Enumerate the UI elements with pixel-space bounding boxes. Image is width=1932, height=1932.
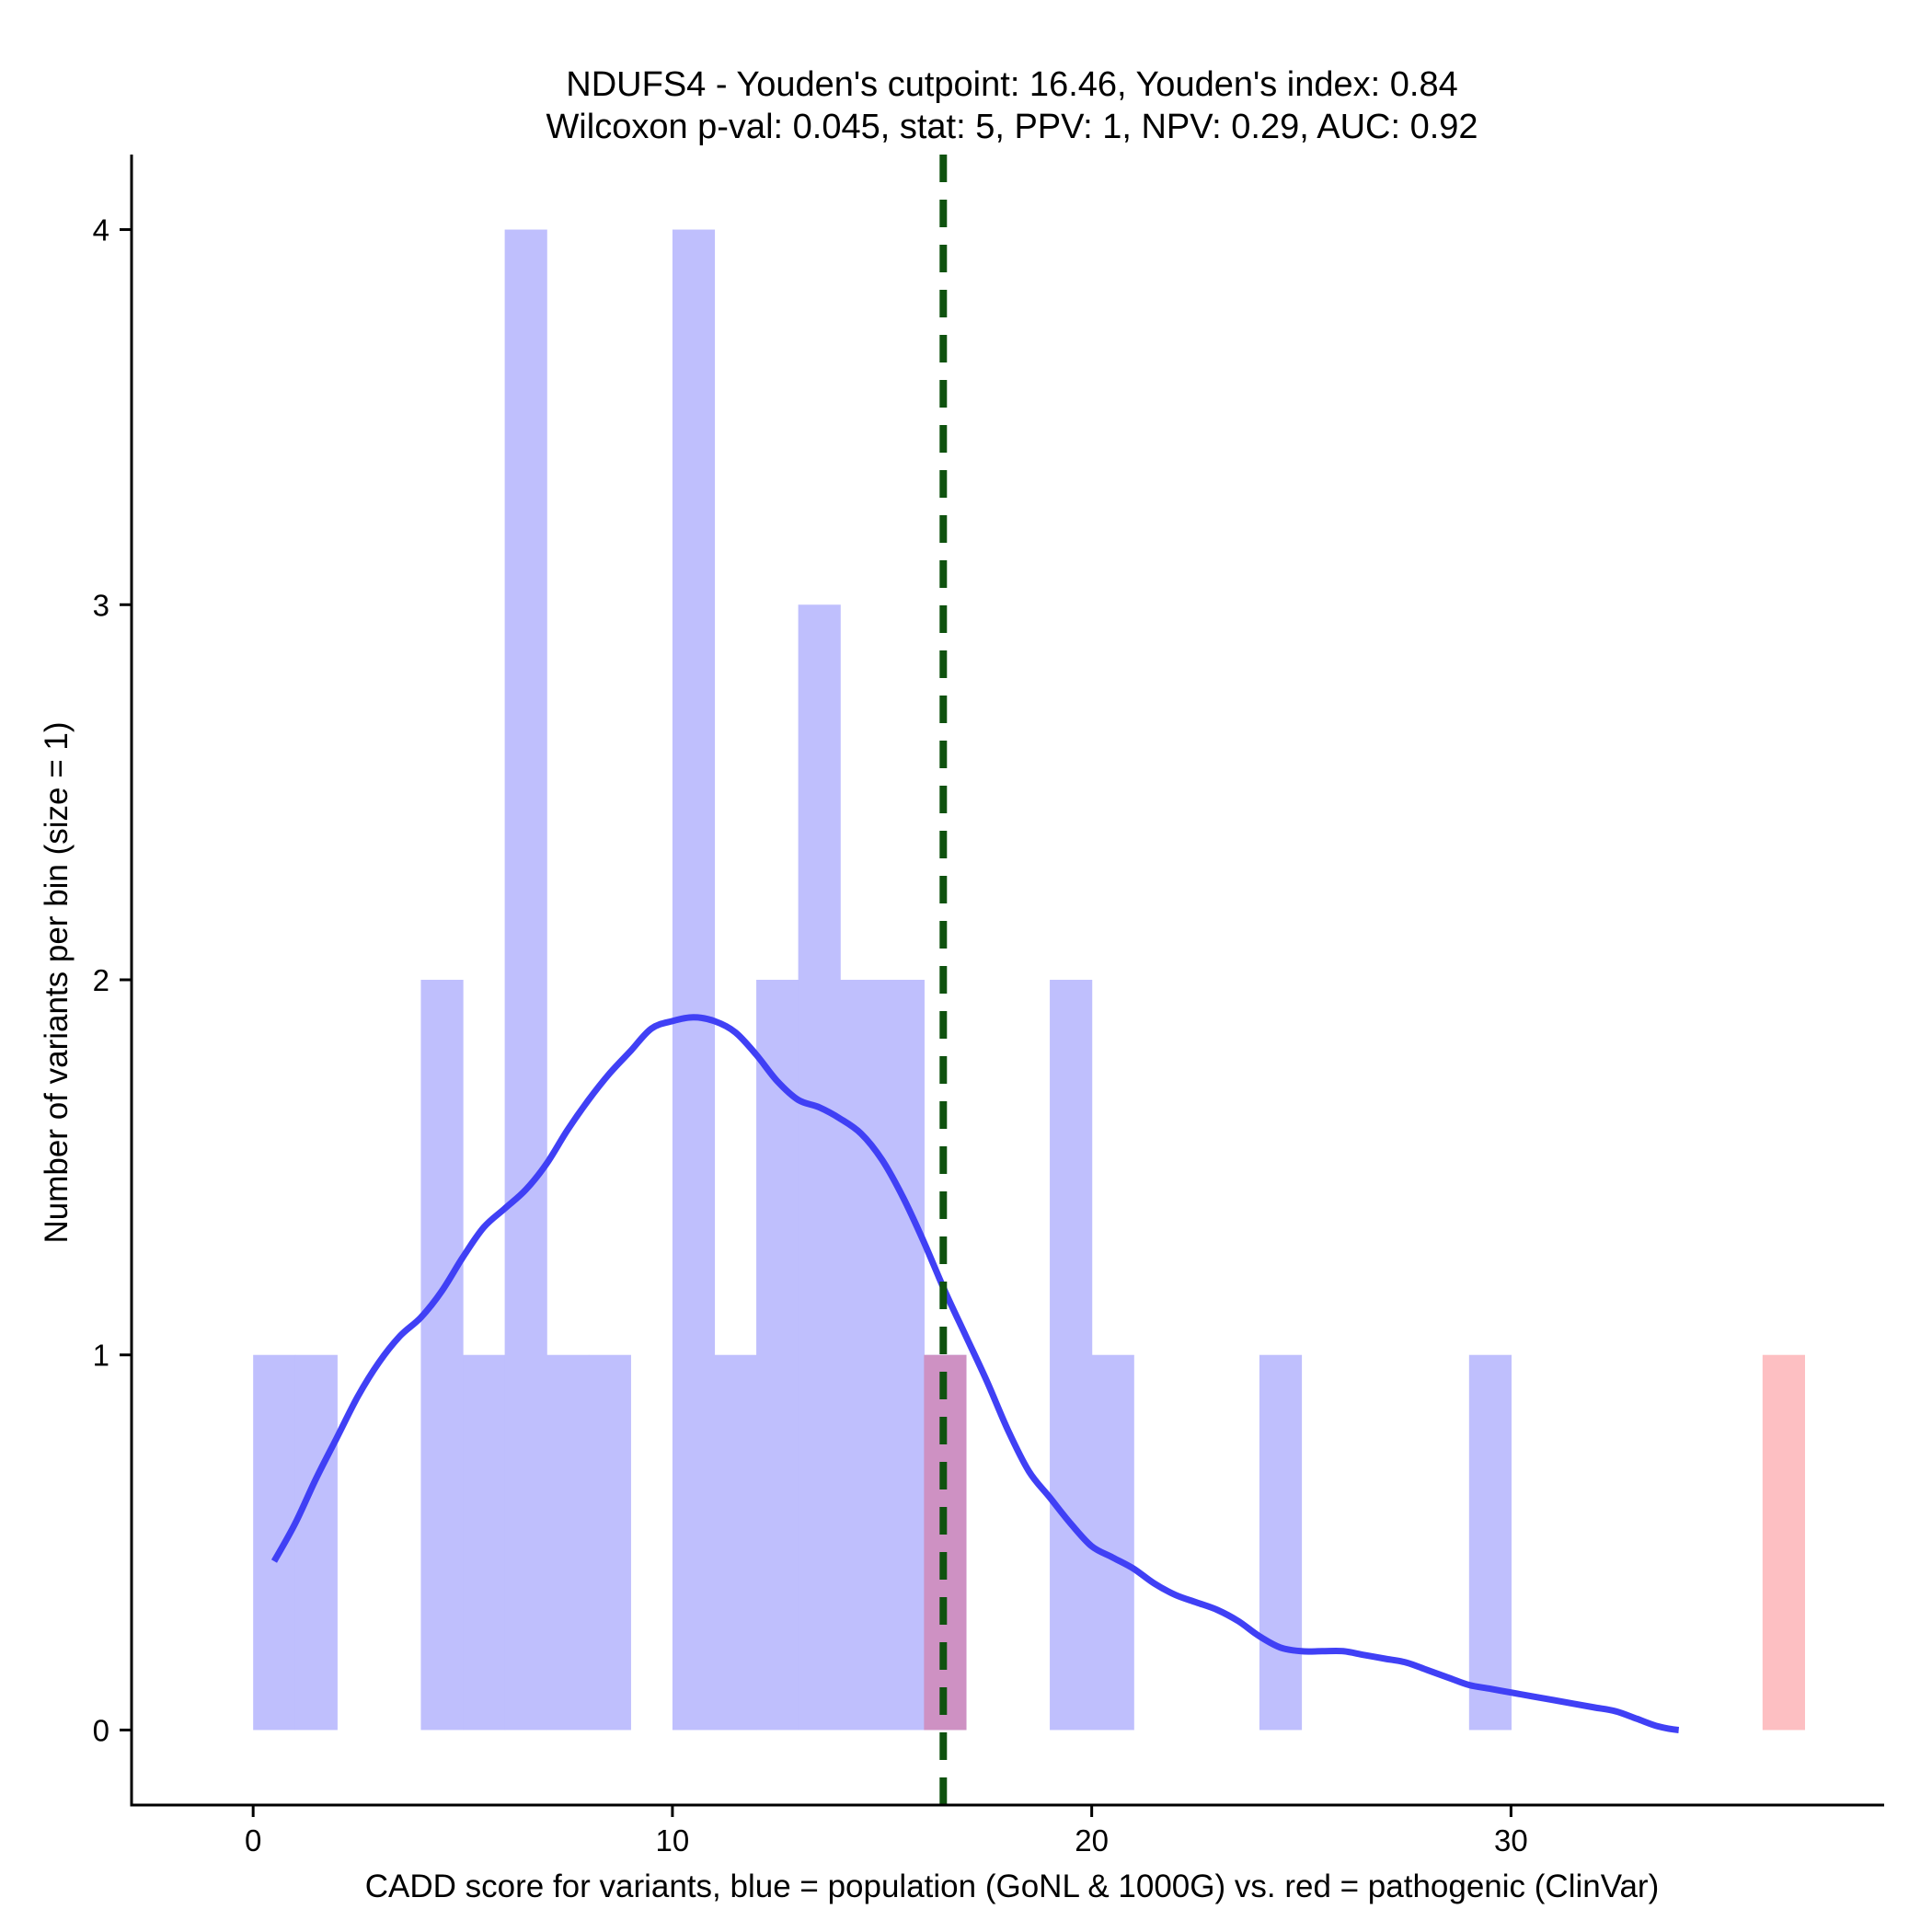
overlap-bar xyxy=(924,1354,967,1731)
population-bar xyxy=(294,1354,338,1731)
y-tick-label: 1 xyxy=(93,1339,109,1373)
pathogenic-bar xyxy=(1762,1354,1805,1731)
population-bar xyxy=(840,980,883,1731)
population-bar xyxy=(546,1354,590,1731)
histogram-bars xyxy=(253,229,1805,1731)
population-bar xyxy=(714,1354,757,1731)
y-tick-label: 0 xyxy=(93,1713,109,1747)
population-bar xyxy=(1050,980,1093,1731)
x-tick-label: 10 xyxy=(656,1823,690,1857)
y-axis-label: Number of variants per bin (size = 1) xyxy=(39,721,75,1243)
axes: 0 10 20 30 0 1 2 3 4 xyxy=(93,155,1884,1857)
chart-subtitle: Wilcoxon p-val: 0.045, stat: 5, PPV: 1, … xyxy=(546,108,1478,146)
population-bar xyxy=(672,229,716,1731)
population-bar xyxy=(588,1354,631,1731)
population-bar xyxy=(881,980,925,1731)
population-bar xyxy=(798,604,841,1731)
population-bar xyxy=(756,980,799,1731)
density-curve-layer xyxy=(270,1014,1680,1733)
population-bar xyxy=(253,1354,296,1731)
x-tick-label: 0 xyxy=(245,1823,261,1857)
y-tick-label: 2 xyxy=(93,963,109,997)
x-tick-label: 20 xyxy=(1075,1823,1109,1857)
y-tick-label: 3 xyxy=(93,588,109,622)
x-tick-label: 30 xyxy=(1494,1823,1528,1857)
population-bar xyxy=(1259,1354,1303,1731)
chart-title: NDUFS4 - Youden's cutpoint: 16.46, Youde… xyxy=(566,65,1457,104)
population-bar xyxy=(1091,1354,1134,1731)
x-axis-label: CADD score for variants, blue = populati… xyxy=(365,1869,1660,1904)
population-bar xyxy=(463,1354,506,1731)
population-bar xyxy=(504,229,547,1731)
population-bar xyxy=(420,980,464,1731)
population-bar xyxy=(1468,1354,1512,1731)
y-tick-label: 4 xyxy=(93,213,109,247)
density-curve xyxy=(270,1014,1680,1733)
